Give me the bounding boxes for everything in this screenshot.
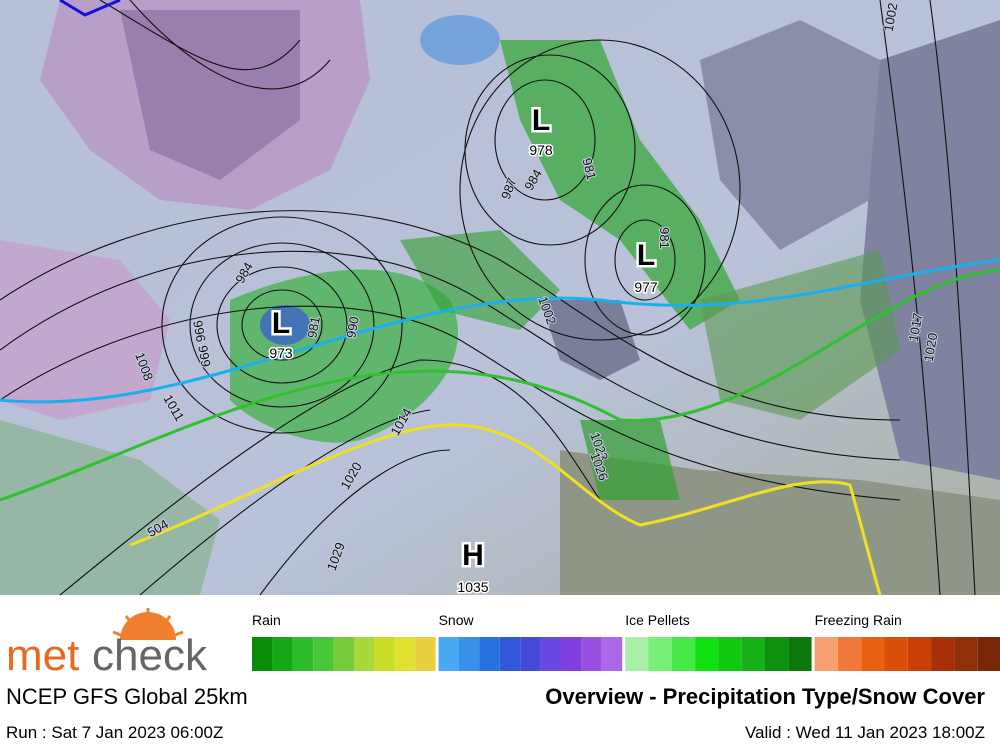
valid-time: Valid : Wed 11 Jan 2023 18:00Z	[745, 723, 985, 742]
pressure-value: 973	[269, 345, 293, 361]
product-title: Overview - Precipitation Type/Snow Cover	[545, 684, 985, 709]
legend-swatch	[861, 637, 885, 671]
isobar-label: 999	[195, 344, 214, 368]
model-name: NCEP GFS Global 25km	[6, 684, 248, 709]
legend-label: Rain	[252, 612, 281, 628]
run-time: Run : Sat 7 Jan 2023 06:00Z	[6, 723, 223, 742]
legend: Rain Snow Ice Pellets Freezing Rain	[252, 612, 1000, 671]
isobar-label: 981	[304, 315, 323, 339]
legend-label: Snow	[439, 612, 475, 628]
legend-swatch	[837, 637, 862, 671]
legend-swatch	[438, 637, 459, 671]
map	[0, 0, 1000, 596]
legend-swatch	[718, 637, 742, 671]
isobar-label: 996	[190, 319, 209, 343]
legend-swatch	[252, 637, 273, 671]
legend-swatch	[765, 637, 789, 671]
legend-swatch	[333, 637, 354, 671]
legend-swatch	[907, 637, 932, 671]
legend-swatch	[695, 637, 719, 671]
legend-swatch	[954, 637, 978, 671]
pressure-value: 977	[634, 279, 658, 295]
legend-swatch	[601, 637, 623, 671]
isobar-label: 990	[343, 315, 362, 339]
legend-label: Freezing Rain	[815, 612, 902, 628]
legend-label: Ice Pellets	[625, 612, 690, 628]
legend-swatch	[374, 637, 395, 671]
legend-swatch	[313, 637, 334, 671]
isobar-label: 1002	[881, 2, 901, 33]
map-labels: L 978 L 977 L 973 H 1035	[268, 102, 660, 597]
legend-swatch	[625, 637, 649, 671]
isobar-label: 981	[579, 156, 599, 181]
pressure-symbol: L	[272, 307, 290, 340]
pressure-value: 1035	[457, 579, 488, 595]
legend-swatch	[648, 637, 672, 671]
legend-swatch	[561, 637, 582, 671]
legend-swatch	[394, 637, 416, 671]
pressure-symbol: H	[462, 539, 484, 572]
legend-swatch	[459, 637, 480, 671]
legend-swatch	[814, 637, 838, 671]
legend-swatch	[788, 637, 812, 671]
isobar-label: 1020	[921, 332, 941, 363]
legend-swatch	[741, 637, 765, 671]
legend-swatch	[479, 637, 500, 671]
pressure-symbol: L	[637, 239, 655, 272]
legend-swatch	[671, 637, 696, 671]
logo-check: check	[92, 631, 208, 680]
legend-swatch	[977, 637, 1000, 671]
legend-swatch	[354, 637, 375, 671]
legend-swatch	[540, 637, 561, 671]
legend-swatch	[520, 637, 541, 671]
legend-swatch	[272, 637, 293, 671]
pressure-value: 978	[529, 142, 553, 158]
isobar-label: 1017	[906, 312, 926, 343]
logo-met: met	[6, 631, 79, 680]
isobar-label: 981	[657, 227, 672, 249]
legend-swatch	[931, 637, 955, 671]
footer: met check NCEP GFS Global 25km Overview …	[6, 608, 985, 742]
legend-swatch	[292, 637, 314, 671]
pressure-symbol: L	[532, 104, 550, 137]
legend-swatch	[581, 637, 602, 671]
legend-swatch	[884, 637, 908, 671]
legend-swatch	[415, 637, 436, 671]
legend-swatch	[499, 637, 521, 671]
